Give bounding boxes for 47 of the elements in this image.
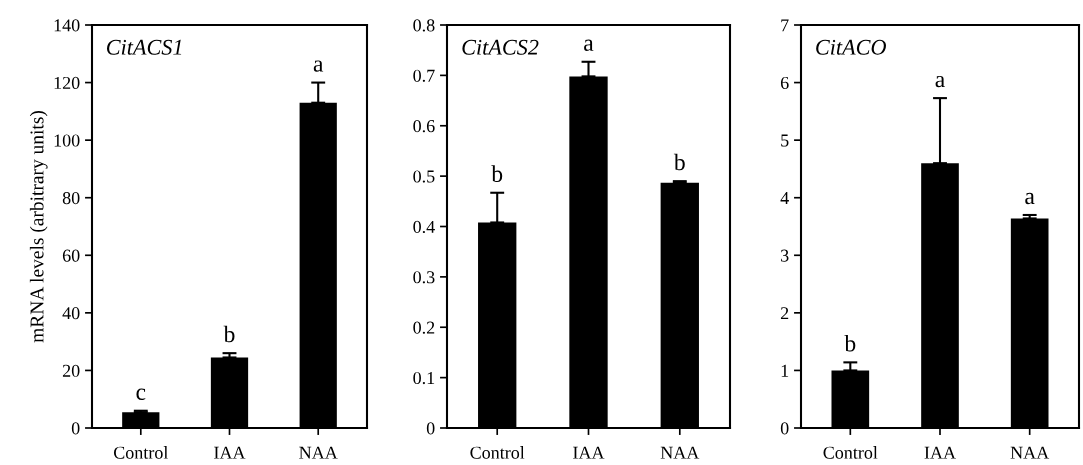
annotation: b xyxy=(223,325,235,343)
y-tick-label: 140 xyxy=(54,19,80,32)
y-tick-label: 80 xyxy=(62,191,80,205)
y-tick-label: 5 xyxy=(781,134,789,147)
y-tick-label: 0.6 xyxy=(413,120,435,133)
annotation: c xyxy=(136,388,146,400)
x-tick-label: NAA xyxy=(660,446,700,459)
x-tick-label: Control xyxy=(470,446,525,459)
annotation: b xyxy=(673,153,685,171)
y-tick-label: 0.3 xyxy=(413,271,435,284)
y-tick-label: 0.2 xyxy=(413,321,435,334)
annotation: b xyxy=(844,334,856,352)
annotation: b xyxy=(491,165,503,182)
y-tick-label: 40 xyxy=(62,307,80,320)
y-axis-title: mRNA levels (arbitrary units) xyxy=(29,110,48,343)
y-tick-label: 0.5 xyxy=(413,170,435,183)
annotation: a xyxy=(584,39,594,51)
y-tick-label: 1 xyxy=(781,364,789,377)
x-tick-label: IAA xyxy=(214,446,246,459)
y-tick-label: 0 xyxy=(780,422,789,435)
y-tick-label: 120 xyxy=(54,76,80,90)
x-tick-label: Control xyxy=(823,446,878,459)
x-tick-label: NAA xyxy=(1010,446,1050,459)
y-tick-label: 3 xyxy=(781,249,789,262)
y-tick-label: 0 xyxy=(71,422,80,435)
annotation: a xyxy=(313,60,324,72)
y-tick-label: 6 xyxy=(780,76,789,90)
annotation: a xyxy=(1025,192,1035,205)
x-tick-label: IAA xyxy=(924,446,956,459)
y-tick-label: 7 xyxy=(781,19,789,32)
y-tick-label: 0.7 xyxy=(413,69,435,82)
y-tick-label: 100 xyxy=(54,134,80,147)
text: CitACS1 xyxy=(106,39,182,55)
y-tick-label: 0.1 xyxy=(413,371,435,385)
y-tick-label: 0.8 xyxy=(413,19,435,32)
x-tick-label: NAA xyxy=(299,446,338,459)
annotation: a xyxy=(935,75,945,88)
x-tick-label: IAA xyxy=(573,446,605,459)
y-tick-label: 0 xyxy=(426,422,435,435)
text: CitACS2 xyxy=(462,39,539,55)
y-tick-label: 2 xyxy=(780,307,789,320)
y-tick-label: 0.4 xyxy=(413,220,435,234)
x-tick-label: Control xyxy=(113,446,169,459)
y-tick-label: 4 xyxy=(780,192,789,204)
text: CitACO xyxy=(816,39,886,55)
y-tick-label: 20 xyxy=(62,364,80,377)
y-tick-label: 60 xyxy=(62,249,80,262)
